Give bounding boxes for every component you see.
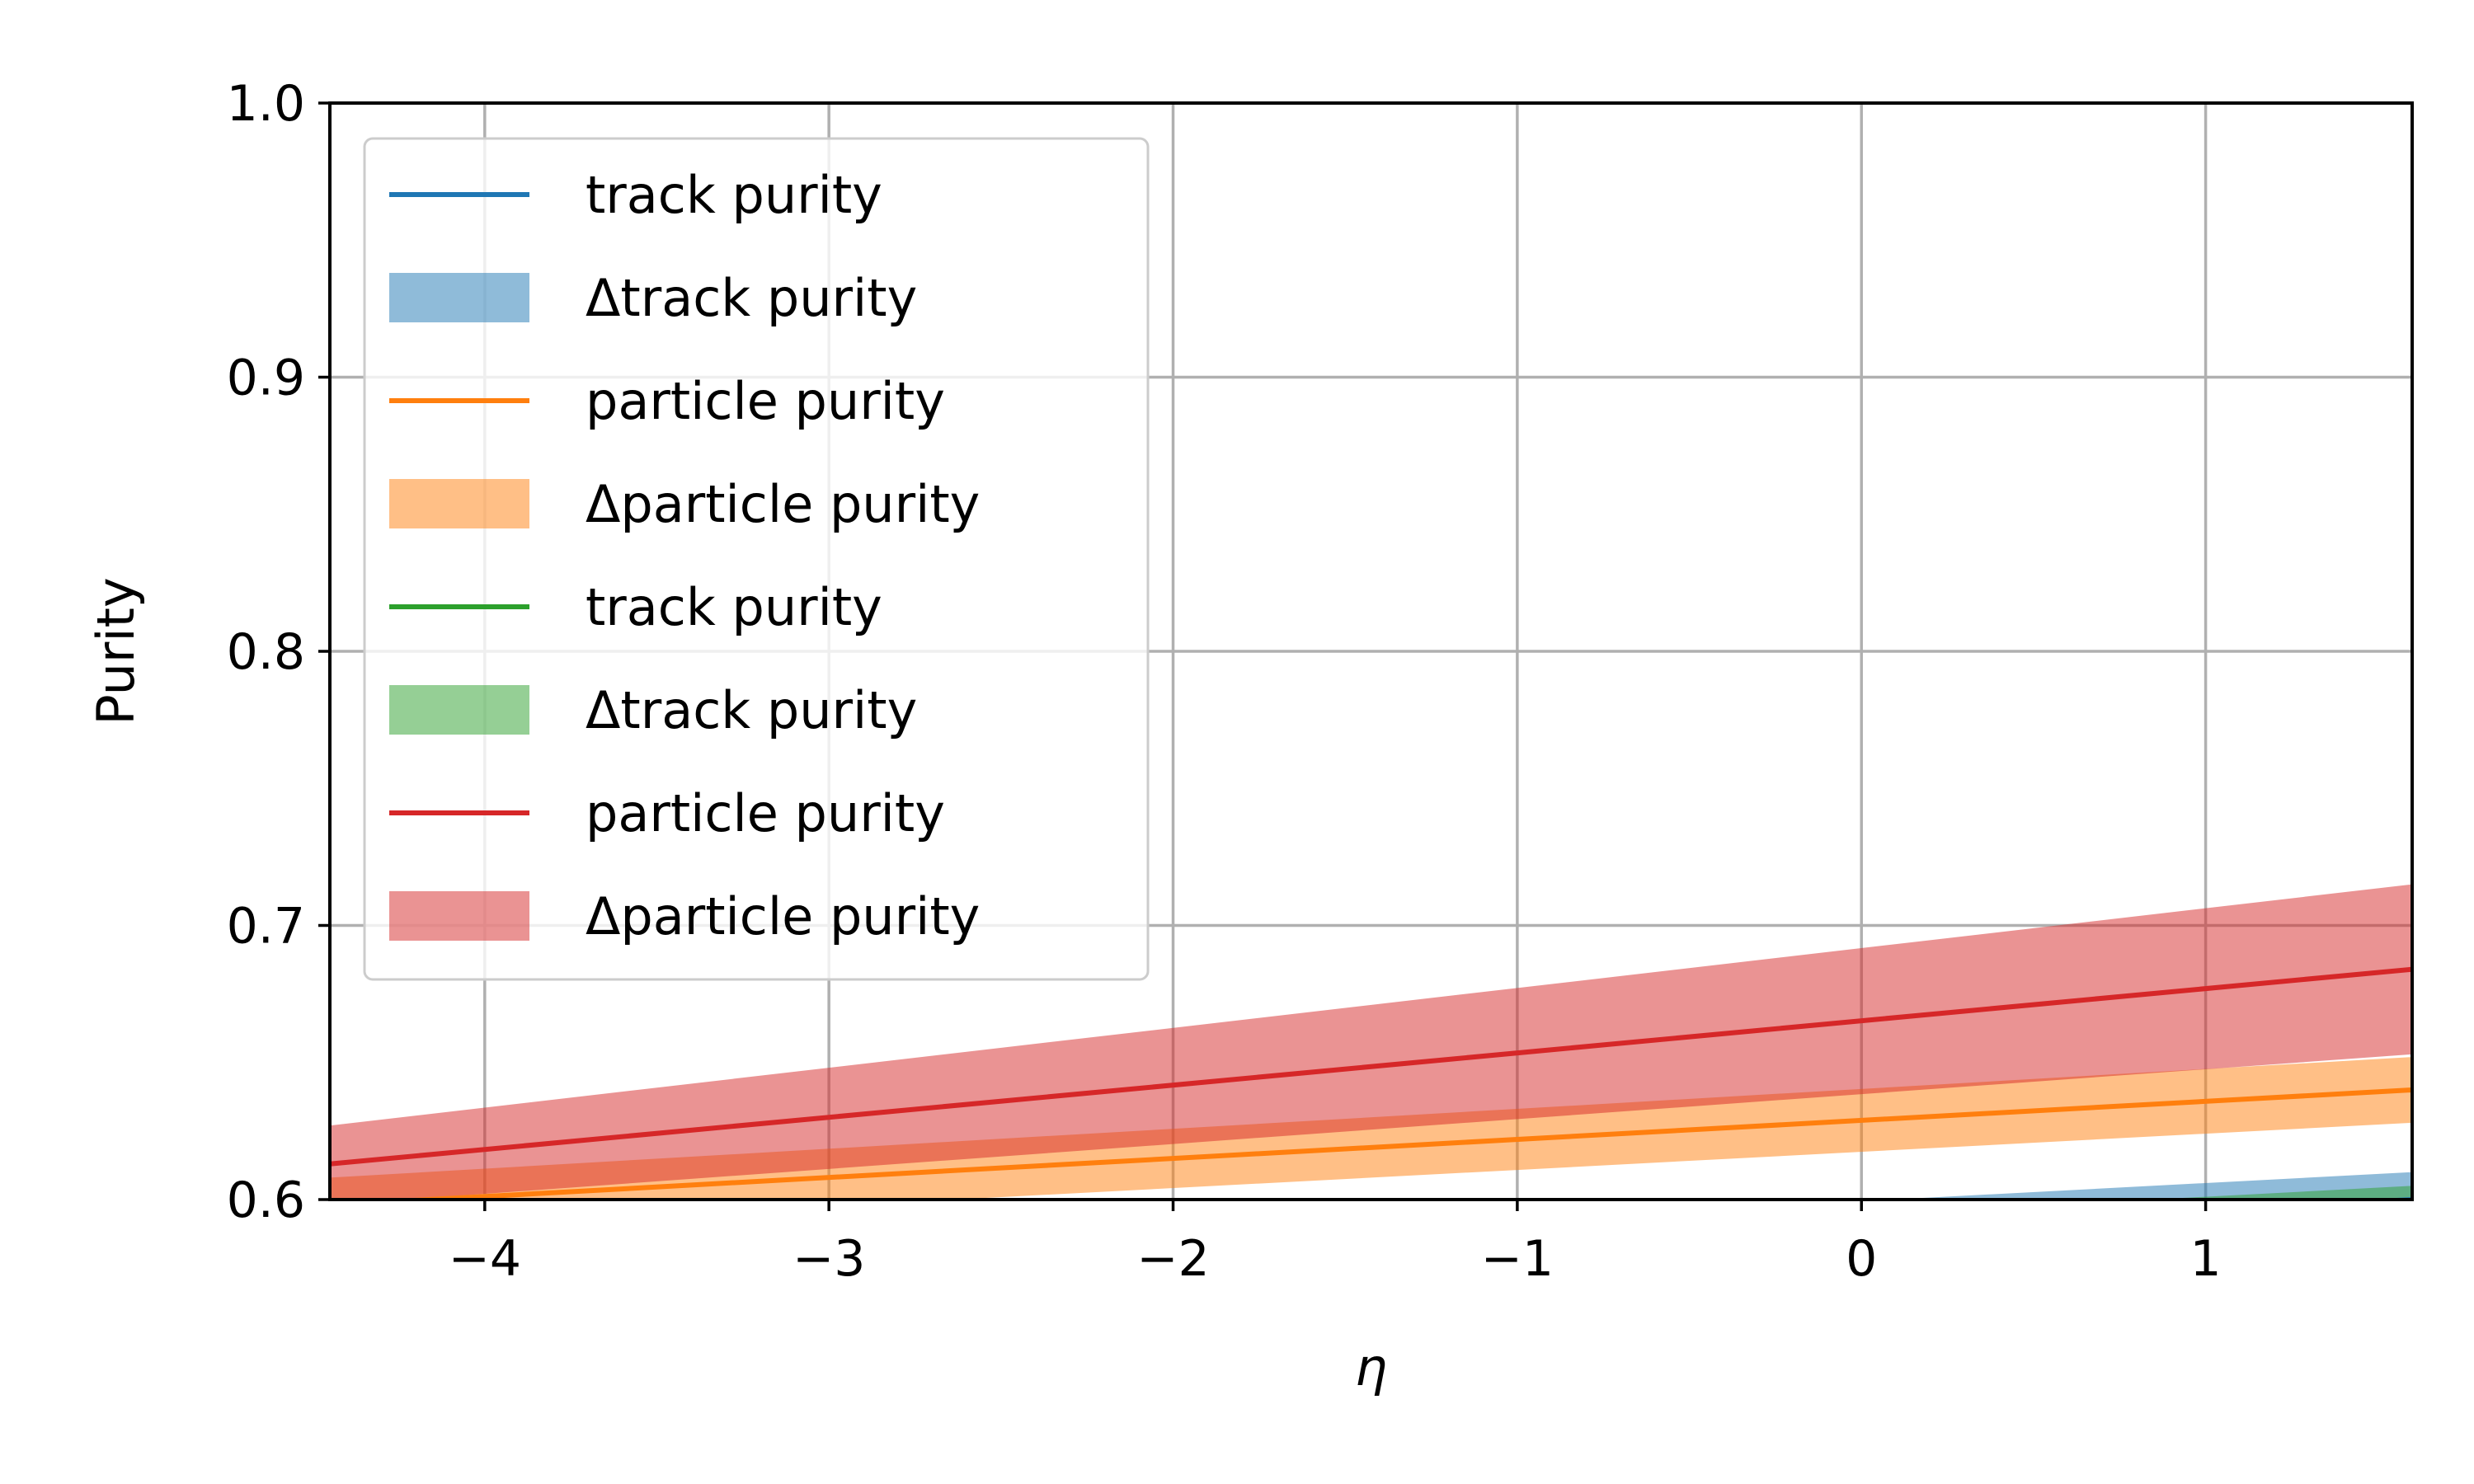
legend-label: Δtrack purity	[586, 268, 917, 328]
legend-band-swatch	[389, 479, 529, 528]
y-tick-label: 0.7	[227, 898, 305, 956]
x-axis-label: η	[1355, 1337, 1387, 1397]
legend-label: track purity	[586, 577, 882, 637]
legend-label: particle purity	[586, 783, 945, 843]
x-tick-label: 0	[1846, 1230, 1877, 1288]
legend-band-swatch	[389, 273, 529, 322]
legend-band-swatch	[389, 891, 529, 941]
legend-label: Δparticle purity	[586, 886, 980, 946]
x-axis-ticks: −4 −3 −2 −1 0 1	[449, 1200, 2222, 1288]
legend-label: track purity	[586, 165, 882, 225]
series-line	[2364, 1197, 2412, 1200]
y-tick-label: 1.0	[227, 75, 305, 133]
y-axis-ticks: 0.6 0.7 0.8 0.9 1.0	[227, 75, 330, 1229]
series-layer	[330, 884, 2412, 1323]
legend-label: particle purity	[586, 371, 945, 431]
legend-label: Δparticle purity	[586, 474, 980, 534]
legend: track purity Δtrack purity particle purity…	[363, 137, 1150, 981]
series-line	[330, 966, 2412, 1167]
x-tick-label: −4	[449, 1230, 521, 1288]
uncertainty-band	[2152, 1186, 2412, 1200]
y-tick-label: 0.8	[227, 623, 305, 681]
x-tick-label: −2	[1136, 1230, 1209, 1288]
y-tick-label: 0.6	[227, 1172, 305, 1229]
x-tick-label: 1	[2189, 1230, 2221, 1288]
legend-box	[363, 137, 1150, 981]
x-tick-label: −3	[793, 1230, 865, 1288]
legend-label: Δtrack purity	[586, 680, 917, 740]
y-tick-label: 0.9	[227, 350, 305, 407]
uncertainty-band	[330, 884, 2412, 1200]
x-tick-label: −1	[1481, 1230, 1554, 1288]
y-axis-label: Purity	[86, 577, 146, 725]
series-line	[330, 1214, 2412, 1323]
series-line	[383, 1087, 2412, 1200]
legend-band-swatch	[389, 685, 529, 735]
